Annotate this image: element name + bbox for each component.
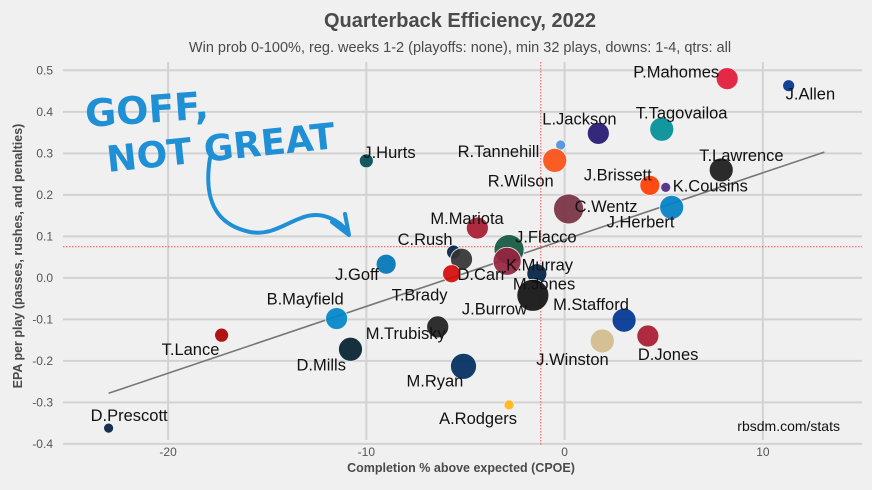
data-points bbox=[103, 67, 796, 434]
qb-point bbox=[589, 328, 615, 354]
qb-point bbox=[611, 307, 637, 333]
qb-point bbox=[450, 247, 473, 271]
x-tick-label: 0 bbox=[561, 445, 568, 459]
qb-point bbox=[660, 181, 672, 193]
qb-label: P.Mahomes bbox=[633, 64, 719, 82]
grid bbox=[63, 62, 862, 445]
qb-label: D.Prescott bbox=[91, 407, 168, 425]
qb-point bbox=[214, 327, 230, 343]
qb-label: T.Lance bbox=[162, 341, 220, 359]
qb-label: C.Wentz bbox=[575, 198, 638, 216]
qb-point bbox=[639, 174, 661, 196]
annotation-arrow-head bbox=[330, 212, 351, 237]
qb-label: J.Herbert bbox=[607, 213, 675, 231]
qb-point bbox=[442, 264, 461, 284]
y-tick-label: 0.0 bbox=[36, 271, 53, 285]
qb-point bbox=[708, 157, 734, 183]
qb-label: C.Rush bbox=[398, 231, 453, 249]
x-tick-label: 10 bbox=[756, 445, 770, 459]
y-tick-label: 0.2 bbox=[36, 188, 53, 202]
qb-label: T.Lawrence bbox=[699, 147, 783, 165]
qb-label: T.Brady bbox=[392, 287, 449, 305]
qb-point bbox=[465, 216, 489, 240]
y-tick-label: 0.4 bbox=[36, 105, 53, 119]
qb-point bbox=[553, 193, 584, 225]
x-axis-label: Completion % above expected (CPOE) bbox=[347, 461, 575, 475]
qb-point bbox=[516, 278, 550, 312]
qb-label: D.Jones bbox=[638, 346, 699, 364]
qb-label: M.Ryan bbox=[406, 372, 463, 390]
qb-point bbox=[103, 422, 115, 434]
y-tick-label: 0.1 bbox=[36, 229, 53, 243]
y-axis-label: EPA per play (passes, rushes, and penalt… bbox=[11, 124, 25, 389]
qb-label: J.Allen bbox=[786, 86, 836, 104]
qb-point bbox=[649, 116, 675, 142]
qb-point bbox=[358, 153, 374, 169]
y-tick-label: -0.1 bbox=[32, 312, 53, 326]
point-labels: P.Mahomes J.Allen L.Jackson T.Tagovailoa J.H… bbox=[91, 64, 836, 428]
qb-label: B.Mayfield bbox=[267, 291, 344, 309]
qb-label: J.Winston bbox=[536, 351, 608, 369]
qb-label: M.Jones bbox=[513, 276, 575, 294]
qb-point bbox=[325, 307, 349, 330]
y-tick-label: 0.3 bbox=[36, 146, 53, 160]
annotation-line-1: GOFF, bbox=[84, 83, 211, 136]
trend-line bbox=[108, 151, 825, 395]
qb-point bbox=[542, 147, 568, 173]
qb-label: T.Tagovailoa bbox=[636, 104, 729, 122]
qb-point bbox=[492, 246, 522, 276]
qb-label: K.Cousins bbox=[673, 177, 748, 195]
qb-label: J.Hurts bbox=[363, 144, 415, 162]
qb-label: A.Rodgers bbox=[439, 410, 517, 428]
qb-label: K.Murray bbox=[506, 256, 574, 274]
y-tick-label: -0.2 bbox=[32, 354, 53, 368]
qb-label: J.Goff bbox=[335, 266, 379, 284]
qb-point bbox=[450, 352, 477, 380]
qb-point bbox=[715, 67, 739, 91]
qb-point bbox=[782, 79, 796, 93]
qb-label: J.Brissett bbox=[584, 166, 652, 184]
qb-label: M.Mariota bbox=[430, 210, 504, 228]
x-tick-label: -10 bbox=[358, 445, 376, 459]
qb-label: L.Jackson bbox=[542, 110, 616, 128]
qb-label: J.Burrow bbox=[462, 300, 527, 318]
qb-point bbox=[426, 315, 450, 339]
y-tick-label: 0.5 bbox=[36, 63, 53, 77]
qb-point bbox=[338, 336, 363, 362]
qb-point bbox=[636, 324, 660, 348]
y-tick-label: -0.3 bbox=[32, 395, 53, 409]
qb-point bbox=[659, 194, 685, 220]
x-tick-label: -20 bbox=[159, 445, 177, 459]
annotation-arrow-shaft bbox=[206, 156, 350, 235]
reference-lines bbox=[63, 62, 862, 446]
qb-label: M.Trubisky bbox=[366, 325, 447, 343]
qb-point bbox=[586, 122, 610, 145]
credit-text: rbsdm.com/stats bbox=[737, 418, 840, 434]
qb-label: M.Stafford bbox=[553, 296, 629, 314]
axis-ticks: -20 -10 0 10 0.5 0.4 0.3 0.2 0.1 0.0 -0.1 -0.2 -0.3 -… bbox=[32, 63, 770, 459]
qb-label: R.Tannehill bbox=[458, 143, 540, 161]
qb-label: D.Carr bbox=[458, 266, 507, 284]
qb-point bbox=[375, 253, 397, 275]
y-tick-label: -0.4 bbox=[32, 437, 53, 451]
chart-subtitle: Win prob 0-100%, reg. weeks 1-2 (playoff… bbox=[189, 40, 731, 56]
qb-label: R.Wilson bbox=[488, 172, 554, 190]
qb-label: J.Flacco bbox=[515, 229, 576, 247]
qb-point bbox=[503, 399, 515, 411]
qb-label: D.Mills bbox=[296, 356, 346, 374]
chart-title: Quarterback Efficiency, 2022 bbox=[324, 10, 596, 32]
